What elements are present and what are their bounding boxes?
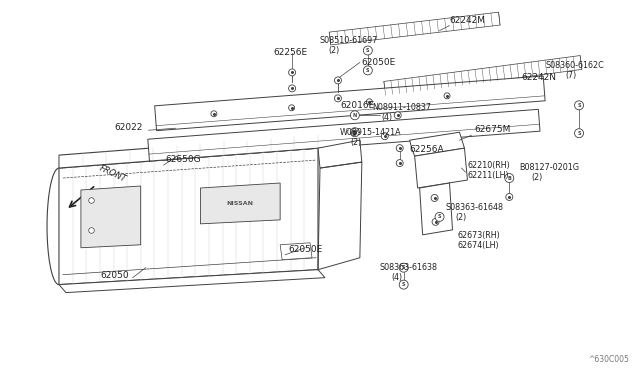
Circle shape <box>444 93 450 99</box>
Circle shape <box>396 160 403 167</box>
Circle shape <box>350 111 359 120</box>
Text: S: S <box>366 68 369 73</box>
Text: S: S <box>577 103 580 108</box>
Text: (4): (4) <box>392 273 403 282</box>
Circle shape <box>335 95 341 102</box>
Text: (2): (2) <box>350 138 361 147</box>
Text: S: S <box>402 282 405 287</box>
Circle shape <box>399 280 408 289</box>
Text: 62022: 62022 <box>115 123 143 132</box>
Text: 62211(LH): 62211(LH) <box>467 171 509 180</box>
Polygon shape <box>420 183 452 235</box>
Circle shape <box>505 174 514 183</box>
Circle shape <box>435 212 444 221</box>
Polygon shape <box>155 76 545 131</box>
Text: 62650G: 62650G <box>166 155 201 164</box>
Polygon shape <box>329 12 500 45</box>
Text: S08363-61648: S08363-61648 <box>445 203 504 212</box>
Circle shape <box>575 101 584 110</box>
Text: (2): (2) <box>328 45 339 55</box>
Circle shape <box>351 131 356 136</box>
Text: S08360-6162C: S08360-6162C <box>545 61 604 70</box>
Text: 62210(RH): 62210(RH) <box>467 161 510 170</box>
Polygon shape <box>81 186 141 248</box>
Text: NISSAN: NISSAN <box>227 201 254 206</box>
Text: 62673(RH): 62673(RH) <box>458 231 500 240</box>
Text: 62674(LH): 62674(LH) <box>458 241 499 250</box>
Text: B: B <box>508 176 511 180</box>
Text: N08911-10837: N08911-10837 <box>372 103 431 112</box>
Polygon shape <box>59 135 318 168</box>
Circle shape <box>381 133 388 140</box>
Circle shape <box>289 69 296 76</box>
Text: W08915-1421A: W08915-1421A <box>340 128 401 137</box>
Text: FRONT: FRONT <box>98 164 128 184</box>
Circle shape <box>394 112 401 119</box>
Text: (7): (7) <box>565 71 577 80</box>
Circle shape <box>431 195 438 202</box>
Text: (2): (2) <box>456 213 467 222</box>
Circle shape <box>335 77 341 84</box>
Polygon shape <box>384 55 582 95</box>
Circle shape <box>350 128 359 137</box>
Text: 62256A: 62256A <box>410 145 444 154</box>
Circle shape <box>399 263 408 272</box>
Text: (4): (4) <box>382 113 393 122</box>
Polygon shape <box>415 148 467 188</box>
Text: 62242M: 62242M <box>449 16 486 25</box>
Text: ^630C005: ^630C005 <box>588 355 629 364</box>
Circle shape <box>211 111 217 117</box>
Text: S: S <box>438 214 442 219</box>
Polygon shape <box>59 148 318 285</box>
Circle shape <box>289 105 294 111</box>
Circle shape <box>575 129 584 138</box>
Circle shape <box>396 145 403 152</box>
Text: 62256E: 62256E <box>273 48 307 57</box>
Text: 62050: 62050 <box>101 271 129 280</box>
Text: S08363-61638: S08363-61638 <box>380 263 438 272</box>
Text: (2): (2) <box>531 173 543 182</box>
Text: S: S <box>577 131 580 136</box>
Text: S: S <box>366 48 369 53</box>
Text: S08510-61697: S08510-61697 <box>320 36 378 45</box>
Text: B08127-0201G: B08127-0201G <box>519 163 579 172</box>
Text: 62050E: 62050E <box>288 245 323 254</box>
Circle shape <box>364 66 372 75</box>
Polygon shape <box>148 109 540 161</box>
Circle shape <box>364 46 372 55</box>
Text: 62050E: 62050E <box>362 58 396 67</box>
Polygon shape <box>200 183 280 224</box>
Polygon shape <box>59 270 325 293</box>
Circle shape <box>506 193 513 201</box>
Text: 62242N: 62242N <box>521 73 556 82</box>
Text: 62675M: 62675M <box>474 125 511 134</box>
Circle shape <box>289 85 296 92</box>
Text: N: N <box>353 113 357 118</box>
Circle shape <box>432 218 439 225</box>
Text: S: S <box>402 265 405 270</box>
Polygon shape <box>280 243 312 260</box>
Circle shape <box>366 99 372 105</box>
Polygon shape <box>318 140 362 168</box>
Polygon shape <box>410 132 465 156</box>
Text: W: W <box>352 130 358 135</box>
Text: 62016E: 62016E <box>340 101 374 110</box>
